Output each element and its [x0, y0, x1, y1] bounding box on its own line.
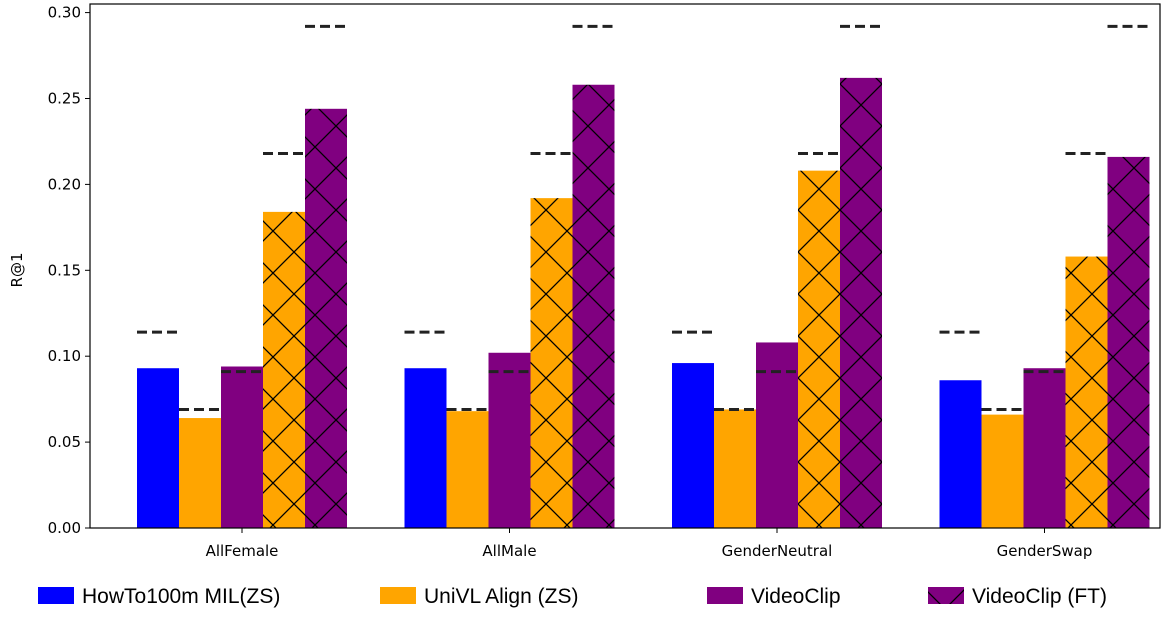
y-tick-label: 0.20: [48, 175, 81, 193]
axes: 0.00 0.05 0.10 0.15 0.20 0.25 0.30 AllFemale All…: [48, 3, 1161, 560]
bar: [672, 363, 714, 528]
bar: [572, 84, 615, 528]
legend-label: VideoClip (FT): [972, 585, 1107, 608]
bar: [981, 414, 1024, 528]
legend-swatch: [380, 587, 416, 604]
y-tick-label: 0.25: [48, 89, 81, 107]
bar: [221, 366, 263, 528]
legend-swatch: [707, 587, 743, 604]
bar: [1065, 256, 1108, 528]
bar: [714, 409, 756, 528]
y-tick-label: 0.10: [48, 347, 81, 365]
y-tick-label: 0.15: [48, 261, 81, 279]
bar: [530, 198, 573, 529]
legend-label: UniVL Align (ZS): [424, 585, 578, 608]
bar: [137, 368, 179, 528]
bar: [305, 108, 347, 529]
legend-swatch: [38, 587, 74, 604]
legend: HowTo100m MIL(ZS) UniVL Align (ZS) VideoCl…: [38, 585, 1107, 608]
x-tick-label: AllFemale: [206, 542, 279, 560]
x-tick-label: GenderSwap: [997, 542, 1093, 560]
bar: [404, 368, 447, 528]
bar: [488, 352, 531, 528]
bar: [840, 77, 882, 528]
bar: [1107, 156, 1150, 529]
legend-label: HowTo100m MIL(ZS): [82, 585, 280, 608]
axes-frame: [89, 3, 1161, 529]
bar: [756, 342, 798, 528]
legend-label: VideoClip: [751, 585, 841, 608]
bar: [1023, 368, 1066, 528]
x-tick-label: AllMale: [482, 542, 536, 560]
y-axis-label: R@1: [8, 253, 26, 288]
y-tick-label: 0.05: [48, 433, 81, 451]
bar: [446, 411, 489, 528]
plot-area: [137, 24, 1150, 529]
bar: [939, 380, 982, 528]
x-tick-label: GenderNeutral: [722, 542, 833, 560]
bar: [179, 418, 221, 528]
legend-swatch: [928, 587, 964, 604]
y-tick-label: 0.30: [48, 4, 81, 22]
bar: [798, 170, 840, 529]
bar: [263, 211, 305, 529]
y-tick-label: 0.00: [48, 519, 81, 537]
